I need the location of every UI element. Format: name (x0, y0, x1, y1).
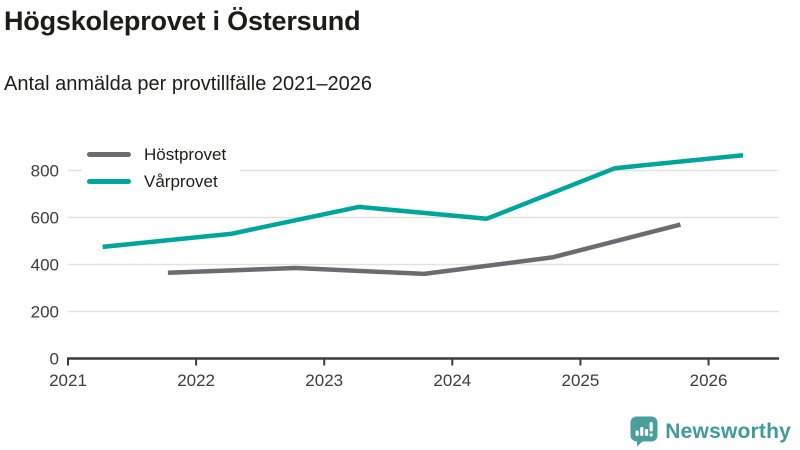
y-tick-label-600: 600 (31, 209, 59, 228)
legend-item-hostprovet: Höstprovet (87, 141, 226, 168)
legend-label-varprovet: Vårprovet (144, 171, 218, 191)
chart-legend: Höstprovet Vårprovet (82, 139, 241, 197)
series-line-hostprovet (167, 222, 681, 277)
x-tick-label-2023: 2023 (305, 371, 343, 390)
x-tick-label-2024: 2024 (433, 371, 471, 390)
series-line-varprovet (102, 152, 744, 250)
y-tick-label-0: 0 (50, 350, 59, 369)
x-tick-label-2021: 2021 (49, 371, 87, 390)
x-tick-label-2026: 2026 (690, 371, 728, 390)
x-tick-label-2025: 2025 (562, 371, 600, 390)
page-subtitle: Antal anmälda per provtillfälle 2021–202… (4, 73, 373, 95)
legend-swatch-varprovet (87, 179, 131, 184)
page-title: Högskoleprovet i Östersund (4, 6, 361, 36)
y-tick-label-200: 200 (31, 303, 59, 322)
y-tick-label-800: 800 (31, 162, 59, 181)
newsworthy-wordmark: Newsworthy (665, 419, 791, 443)
x-tick-label-2022: 2022 (177, 371, 215, 390)
legend-item-varprovet: Vårprovet (87, 168, 226, 195)
legend-swatch-hostprovet (87, 152, 131, 157)
legend-label-hostprovet: Höstprovet (144, 144, 227, 164)
newsworthy-logo: Newsworthy (630, 416, 791, 447)
newsworthy-icon (630, 416, 658, 447)
y-tick-label-400: 400 (31, 256, 59, 275)
